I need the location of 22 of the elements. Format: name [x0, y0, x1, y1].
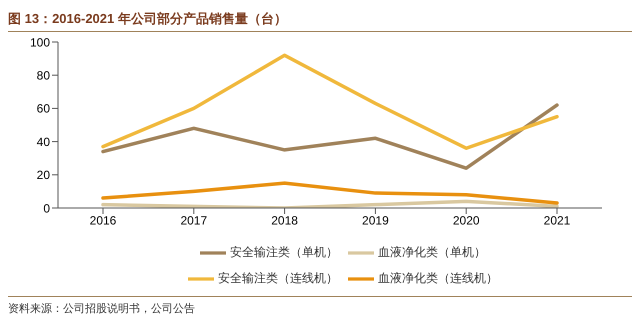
x-tick-label: 2019	[362, 214, 390, 228]
legend-label: 安全输注类（连线机）	[218, 271, 338, 286]
y-tick-label: 40	[36, 134, 50, 149]
y-tick-label: 20	[36, 168, 50, 182]
line-series	[101, 200, 559, 208]
legend-label: 血液净化类（连线机）	[378, 271, 498, 286]
y-tick-label: 100	[30, 35, 50, 50]
x-tick-label: 2017	[180, 214, 208, 228]
y-tick-label: 0	[43, 201, 50, 216]
legend-label: 血液净化类（单机）	[378, 245, 486, 260]
chart-title: 图 13：2016-2021 年公司部分产品销售量（台）	[8, 8, 632, 32]
y-tick-label: 60	[36, 102, 50, 116]
line-series	[101, 54, 559, 150]
legend-label: 安全输注类（单机）	[230, 245, 338, 260]
line-series	[101, 103, 559, 170]
x-tick-label: 2021	[544, 214, 571, 228]
text: 资料来源：公司招股说明书，公司公告	[8, 302, 196, 316]
line-series	[101, 181, 559, 205]
y-tick-label: 80	[36, 68, 50, 82]
x-tick-label: 2020	[452, 214, 480, 228]
x-tick-label: 2016	[90, 214, 117, 228]
x-tick-label: 2018	[271, 214, 298, 228]
